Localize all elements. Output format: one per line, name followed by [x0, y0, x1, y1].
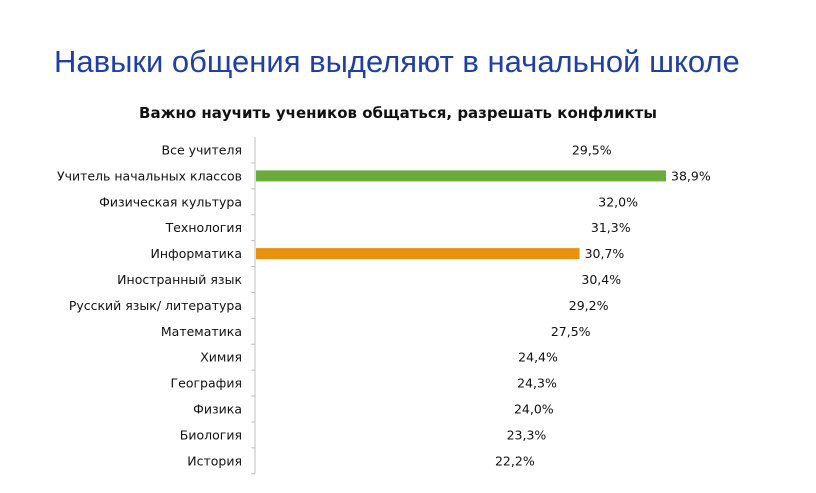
category-label: Иностранный язык: [117, 272, 242, 287]
value-label: 30,7%: [585, 246, 625, 261]
slide-title: Навыки общения выделяют в начальной школ…: [54, 44, 740, 79]
chart-title: Важно научить учеников общаться, разреша…: [139, 104, 657, 122]
category-label: Биология: [180, 427, 242, 442]
category-label: Все учителя: [162, 143, 243, 158]
bar: [256, 429, 502, 440]
bar: [256, 248, 580, 260]
category-label: Технология: [165, 220, 242, 235]
value-label: 38,9%: [671, 168, 711, 183]
category-label: История: [187, 453, 242, 468]
category-label: Физическая культура: [99, 194, 242, 209]
bar: [256, 196, 593, 207]
value-label: 24,0%: [514, 402, 554, 417]
bar: [256, 145, 567, 156]
category-label: Информатика: [151, 246, 243, 261]
value-label: 31,3%: [591, 220, 631, 235]
category-label: Физика: [193, 402, 242, 417]
value-label: 22,2%: [495, 453, 535, 468]
bar: [256, 352, 513, 363]
value-label: 30,4%: [581, 272, 621, 287]
value-label: 29,2%: [569, 298, 609, 313]
category-label: Учитель начальных классов: [57, 168, 242, 183]
value-label: 24,4%: [518, 350, 558, 365]
bar: [256, 222, 586, 233]
bar: [256, 170, 666, 182]
category-label: Русский язык/ литература: [69, 298, 242, 313]
bar: [256, 378, 512, 389]
value-label: 24,3%: [517, 376, 557, 391]
bar: [256, 274, 576, 285]
category-label: Химия: [200, 350, 242, 365]
value-label: 29,5%: [572, 143, 612, 158]
category-label: Математика: [161, 324, 242, 339]
value-label: 27,5%: [551, 324, 591, 339]
bar: [256, 326, 546, 337]
bar: [256, 300, 564, 311]
bar: [256, 455, 490, 466]
category-label: География: [171, 376, 242, 391]
bar: [256, 404, 509, 415]
value-label: 32,0%: [598, 194, 638, 209]
value-label: 23,3%: [507, 427, 547, 442]
